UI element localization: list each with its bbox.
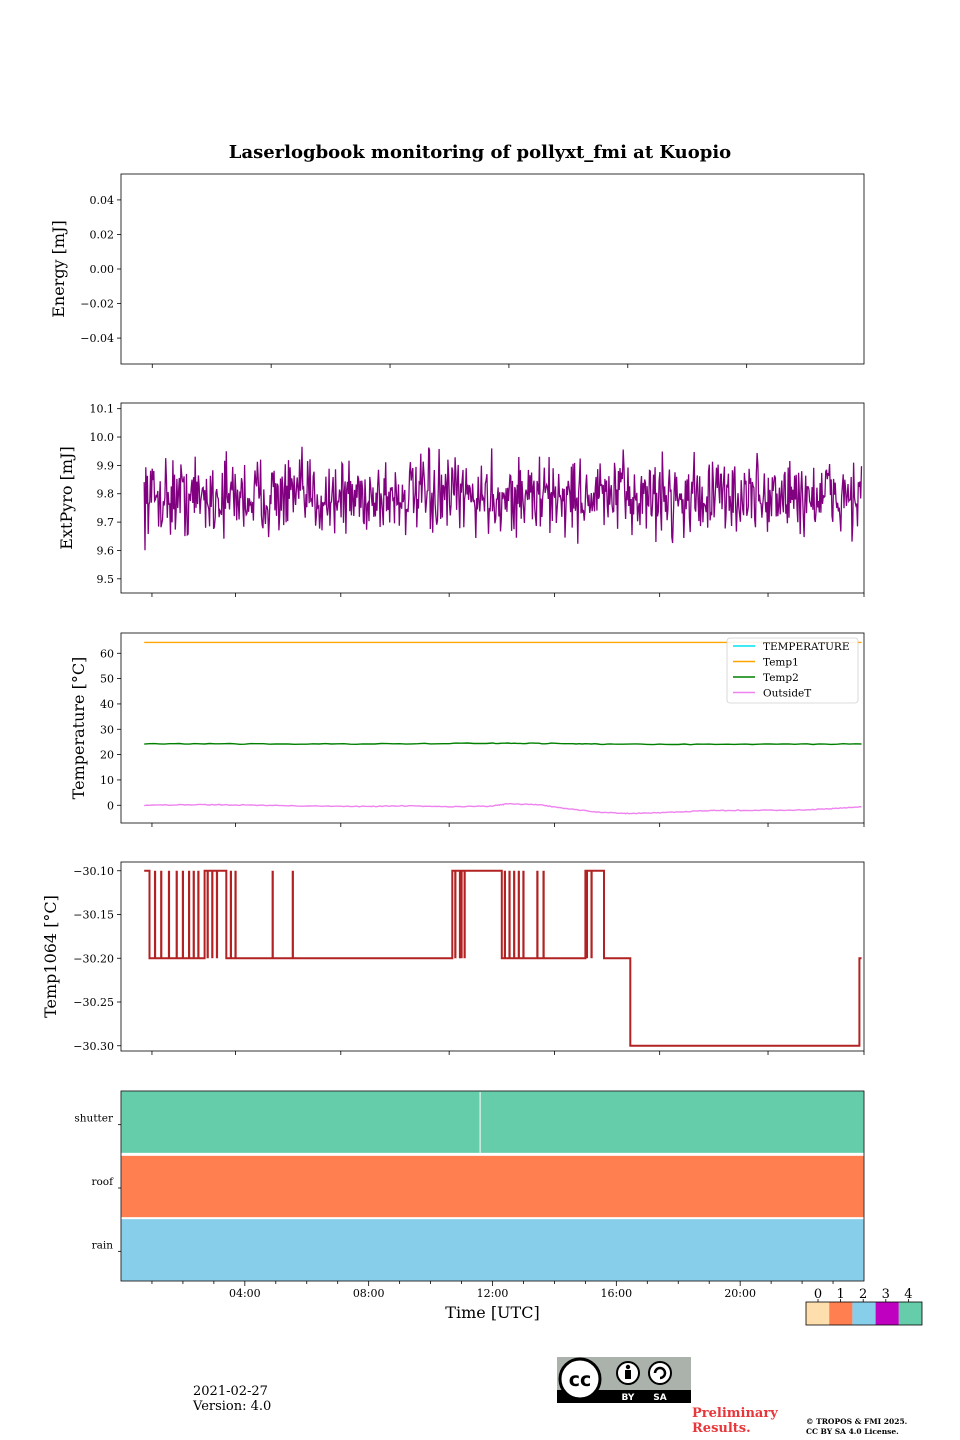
- colorbar-swatch: [806, 1302, 830, 1325]
- x-tick-label: 08:00: [353, 1287, 385, 1300]
- y-tick-label: 9.8: [97, 488, 115, 501]
- colorbar-swatch: [898, 1302, 922, 1325]
- y-tick-label: 0.02: [90, 228, 115, 241]
- x-tick-label: 16:00: [600, 1287, 632, 1300]
- y-tick-label: 30: [100, 723, 114, 736]
- y-tick-label: −30.10: [73, 865, 114, 878]
- heatmap-row-label: roof: [91, 1176, 114, 1188]
- heatmap-row-rain: [121, 1219, 864, 1281]
- copyright-notice: © TROPOS & FMI 2025. CC BY SA 4.0 Licens…: [806, 1417, 907, 1437]
- y-tick-label: 0: [107, 799, 114, 812]
- cc-sa-label: SA: [653, 1393, 666, 1403]
- y-tick-label: −30.25: [73, 996, 114, 1009]
- panel-3: 60 50 40 30 20 10 0 Temperature [°C] TEMPERATURE…: [69, 632, 865, 827]
- colorbar-label: 0: [814, 1287, 822, 1302]
- y-tick-label: 20: [100, 749, 114, 762]
- panel-1: 0.04 0.02 0.00 −0.02 −0.04 Energy [mJ]: [49, 173, 865, 368]
- y-tick-label: −0.02: [80, 298, 114, 311]
- y-tick-label: 0.04: [90, 194, 115, 207]
- plot-frame: [120, 173, 865, 365]
- colorbar-swatch: [852, 1302, 876, 1325]
- legend-entry: Temp2: [763, 672, 799, 684]
- x-tick-label: 04:00: [229, 1287, 261, 1300]
- cc-license-badge: cc BY SA: [557, 1357, 691, 1403]
- y-tick-label: −30.15: [73, 909, 114, 922]
- heatmap-row-label: shutter: [74, 1113, 114, 1125]
- series-line-temp2: [144, 742, 862, 746]
- copyright-line-2: CC BY SA 4.0 License.: [806, 1427, 899, 1436]
- preliminary-line-2: Results.: [692, 1421, 751, 1436]
- cc-by-label: BY: [622, 1393, 635, 1403]
- y-axis-label: ExtPyro [mJ]: [57, 446, 76, 549]
- y-axis-label: Temp1064 [°C]: [41, 895, 60, 1018]
- y-tick-label: 9.9: [97, 459, 115, 472]
- colorbar-label: 1: [836, 1287, 844, 1302]
- version-label: Version: 4.0: [193, 1399, 272, 1414]
- y-tick-label: 10.0: [90, 431, 115, 444]
- series-line-extpyro: [143, 446, 863, 551]
- series-line-outsidet: [144, 803, 862, 815]
- footer-info: 2021-02-27 Version: 4.0: [193, 1384, 271, 1414]
- preliminary-line-1: Preliminary: [692, 1406, 778, 1421]
- y-tick-label: 10: [100, 774, 114, 787]
- colorbar-swatch: [829, 1302, 853, 1325]
- date-label: 2021-02-27: [193, 1384, 268, 1399]
- legend: TEMPERATURE Temp1 Temp2 OutsideT: [726, 637, 859, 704]
- y-tick-label: 50: [100, 673, 114, 686]
- y-tick-label: 40: [100, 698, 114, 711]
- y-axis-label: Temperature [°C]: [69, 657, 88, 800]
- y-tick-label: 9.5: [97, 573, 115, 586]
- x-tick-label: 12:00: [477, 1287, 509, 1300]
- heatmap-row-shutter: [121, 1091, 864, 1153]
- legend-entry: Temp1: [763, 657, 799, 669]
- colorbar-label: 4: [904, 1287, 912, 1302]
- legend-entry: TEMPERATURE: [763, 641, 850, 653]
- y-tick-label: −0.04: [80, 332, 114, 345]
- panel-4: −30.10 −30.15 −30.20 −30.25 −30.30 Temp1064 […: [41, 861, 865, 1055]
- share-alike-icon: [653, 1366, 667, 1380]
- panel-2: 10.1 10.0 9.9 9.8 9.7 9.6 9.5 ExtPyro [mJ]: [57, 402, 865, 597]
- heatmap-row-roof: [121, 1155, 864, 1218]
- person-icon: [625, 1364, 631, 1370]
- shared-x-axis: 04:00 08:00 12:00 16:00 20:00 Time [UTC]: [151, 1281, 834, 1322]
- chart-title: Laserlogbook monitoring of pollyxt_fmi a…: [229, 142, 731, 163]
- copyright-line-1: © TROPOS & FMI 2025.: [806, 1417, 908, 1426]
- y-tick-label: −30.30: [73, 1040, 114, 1053]
- y-tick-label: −30.20: [73, 952, 114, 965]
- y-tick-label: 10.1: [90, 403, 115, 416]
- cc-logo-text: cc: [569, 1369, 592, 1391]
- legend-entry: OutsideT: [763, 688, 811, 700]
- plot-frame: [120, 861, 865, 1052]
- heatmap-row-label: rain: [92, 1239, 114, 1251]
- y-tick-label: 9.6: [97, 544, 115, 557]
- x-tick-label: 20:00: [724, 1287, 756, 1300]
- x-axis-label: Time [UTC]: [445, 1303, 539, 1322]
- y-tick-label: 9.7: [97, 516, 115, 529]
- y-tick-label: 60: [100, 647, 114, 660]
- panel-5: shutter roof rain: [74, 1090, 865, 1282]
- colorbar-label: 2: [859, 1287, 867, 1302]
- preliminary-notice: Preliminary Results.: [692, 1406, 778, 1436]
- colorbar-label: 3: [882, 1287, 890, 1302]
- series-line-temp1064: [144, 869, 862, 1047]
- legend-box: [726, 637, 859, 704]
- y-tick-label: 0.00: [90, 263, 115, 276]
- colorbar-frame: [805, 1301, 923, 1326]
- colorbar-swatch: [875, 1302, 899, 1325]
- y-axis-label: Energy [mJ]: [49, 220, 68, 318]
